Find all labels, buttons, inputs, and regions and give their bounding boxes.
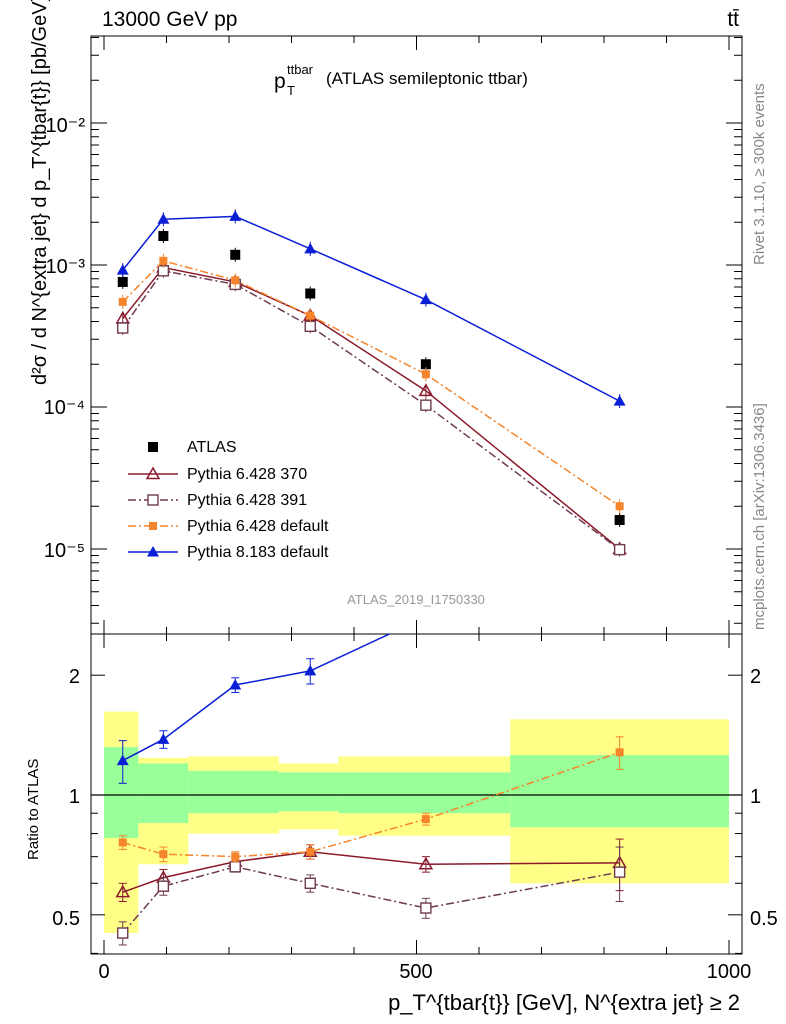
p6def-ratio-line — [122, 751, 620, 858]
atlas-point — [117, 276, 128, 287]
y-tick-label-main: 10⁻³ — [46, 256, 86, 278]
p370-ratio-point — [115, 884, 131, 898]
p6def-ratio-point — [231, 852, 240, 861]
p6def-ratio-point — [421, 815, 430, 824]
p8def-point — [304, 242, 317, 254]
p6def-point — [118, 297, 127, 306]
mcplots-label: mcplots.cern.ch [arXiv:1306.3436] — [751, 403, 768, 630]
atlas-point — [614, 515, 625, 526]
y-axis-label-main: d²σ / d N^{extra jet} d p_T^{tbar{t}} [p… — [29, 0, 51, 385]
atlas-point — [305, 288, 316, 299]
p6def-ratio-point — [159, 850, 168, 859]
p8def-point — [116, 264, 129, 275]
y-tick-label-main: 10⁻² — [46, 115, 86, 137]
p8def-point — [157, 213, 170, 224]
atlas-point — [230, 249, 241, 260]
atlas-point — [158, 231, 169, 242]
analysis-id: ATLAS_2019_I1750330 — [347, 592, 485, 607]
main-series-group — [115, 209, 627, 557]
p6def-point — [306, 311, 315, 320]
energy-label: 13000 GeV pp — [102, 8, 237, 31]
p370-ratio-point — [418, 856, 434, 870]
tick-layer — [91, 36, 742, 954]
p391-point — [420, 399, 432, 411]
y-tick-label-ratio: 2 — [69, 666, 80, 688]
band-inner — [279, 772, 339, 812]
legend-marker-p370 — [145, 466, 161, 480]
p8def-ratio-point — [116, 754, 129, 766]
x-axis-label: p_T^{tbar{t}} [GeV], N^{extra jet} ≥ 2 — [388, 990, 740, 1015]
band-inner — [138, 763, 189, 824]
ratio-series-group — [115, 633, 627, 946]
series-layer — [115, 209, 627, 946]
p6def-point — [231, 276, 240, 285]
plot-title: p ttbar T (ATLAS semileptonic ttbar) — [274, 62, 528, 98]
plot-title-sub: T — [287, 83, 295, 98]
p8def-point — [419, 293, 432, 305]
p370-ratio-line — [122, 851, 620, 893]
legend-marker-p6def — [149, 522, 157, 530]
p6def-line — [122, 259, 621, 507]
p391-ratio-point — [157, 880, 170, 892]
p6def-point — [159, 256, 168, 265]
legend-label-p370: Pythia 6.428 370 — [187, 466, 307, 483]
p8def-point — [229, 210, 242, 221]
p391-ratio-point — [613, 866, 626, 878]
legend-marker-atlas — [148, 442, 158, 452]
uncertainty-band-layer — [91, 711, 742, 934]
legend-label-atlas: ATLAS — [187, 439, 237, 456]
p370-line — [122, 266, 621, 550]
atlas-point — [420, 359, 431, 370]
y-tick-label-ratio: 0.5 — [52, 908, 80, 930]
legend-label-p391: Pythia 6.428 391 — [187, 492, 307, 509]
process-label: tt̄ — [727, 8, 739, 31]
legend-marker-p391 — [147, 494, 159, 506]
p8def-ratio-point — [229, 678, 242, 690]
p391-point — [613, 543, 626, 556]
y-tick-label-ratio-right: 1 — [750, 786, 761, 808]
y-tick-label-ratio: 1 — [69, 786, 80, 808]
band-inner — [188, 770, 279, 814]
plot-title-sup: ttbar — [287, 62, 314, 77]
legend-marker-p8def — [147, 546, 159, 557]
plot-title-main: p — [274, 70, 286, 93]
y-tick-label-main: 10⁻⁴ — [44, 397, 85, 419]
p8def-line — [122, 215, 620, 402]
p391-point — [117, 322, 129, 334]
legend: ATLAS Pythia 6.428 370 Pythia 6.428 391 … — [128, 439, 329, 561]
p6def-ratio-point — [306, 847, 315, 856]
y-axis-label-ratio: Ratio to ATLAS — [25, 759, 42, 860]
y-tick-label-ratio-right: 0.5 — [750, 908, 778, 930]
p391-ratio-point — [117, 927, 129, 939]
p391-ratio-point — [229, 861, 241, 873]
p391-ratio-line — [122, 866, 620, 934]
band-inner — [338, 772, 511, 814]
p6def-point — [615, 502, 624, 511]
p8def-ratio-point — [304, 664, 317, 676]
p391-ratio-point — [304, 877, 316, 889]
plot-title-rest: (ATLAS semileptonic ttbar) — [326, 69, 528, 88]
p370-point — [418, 383, 434, 397]
legend-label-p8def: Pythia 8.183 default — [187, 544, 329, 561]
x-tick-label: 500 — [399, 961, 432, 983]
p6def-ratio-point — [118, 838, 127, 847]
p8def-point — [613, 395, 626, 406]
x-tick-label: 1000 — [707, 961, 752, 983]
y-tick-label-main: 10⁻⁵ — [44, 540, 85, 562]
legend-label-p6def: Pythia 6.428 default — [187, 518, 329, 535]
p391-point — [304, 320, 316, 333]
p391-ratio-point — [420, 902, 432, 914]
p6def-ratio-point — [615, 748, 624, 757]
y-tick-label-ratio-right: 2 — [750, 666, 761, 688]
x-tick-label: 0 — [98, 961, 109, 983]
rivet-version-label: Rivet 3.1.10, ≥ 300k events — [751, 83, 768, 265]
p8def-ratio-point — [157, 733, 170, 744]
p6def-point — [421, 370, 430, 379]
